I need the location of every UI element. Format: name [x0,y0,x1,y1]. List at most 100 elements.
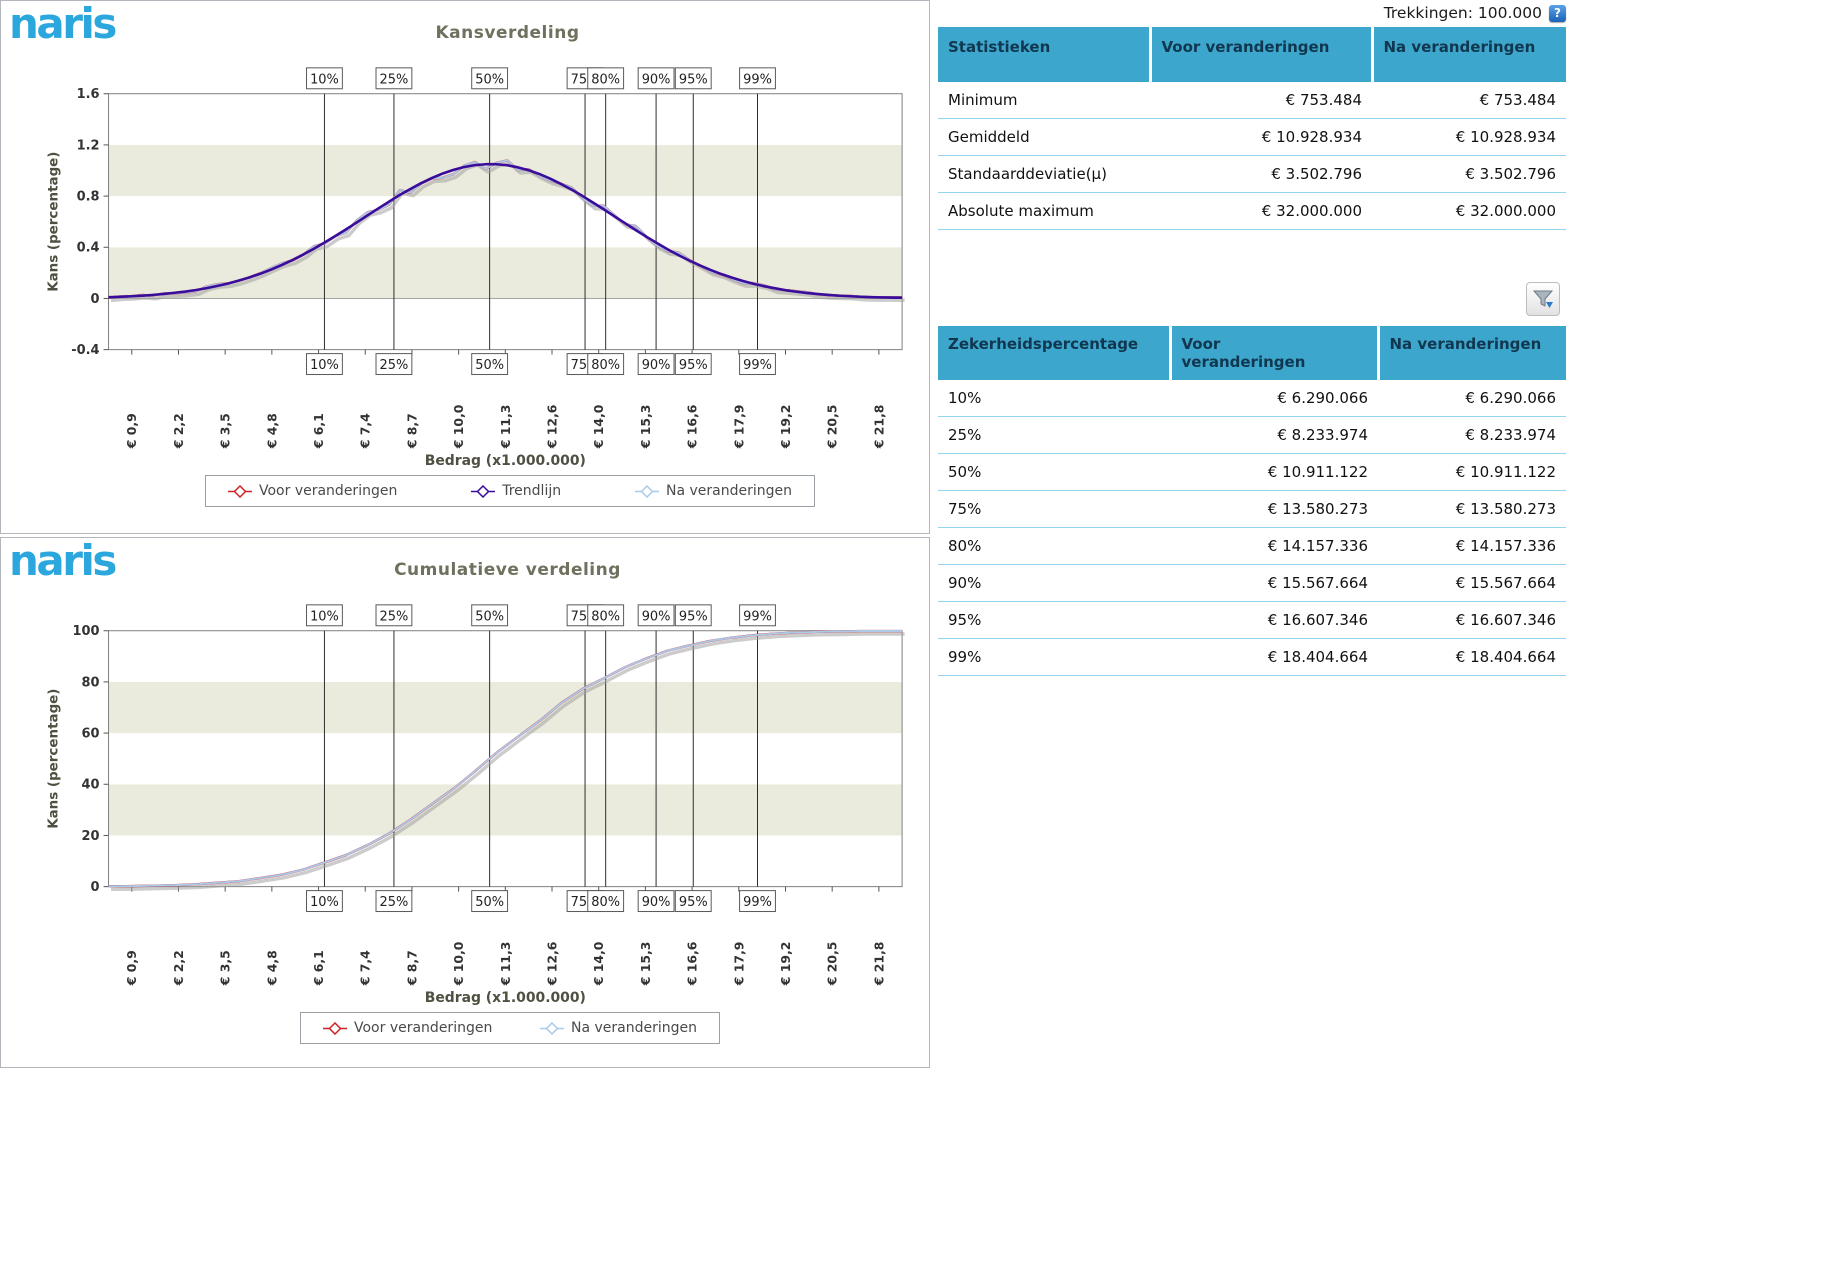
svg-text:€ 4,8: € 4,8 [264,950,279,986]
cell-label: Standaarddeviatie(µ) [938,155,1150,193]
svg-text:€ 20,5: € 20,5 [825,942,840,987]
filter-funnel-icon [1532,290,1554,308]
cell-na: € 16.607.346 [1378,601,1566,639]
svg-text:€ 3,5: € 3,5 [218,950,233,986]
svg-text:€ 6,1: € 6,1 [311,413,326,449]
svg-text:€ 10,0: € 10,0 [451,941,466,986]
svg-text:95%: 95% [679,609,708,624]
cell-na: € 6.290.066 [1378,380,1566,417]
svg-text:€ 12,6: € 12,6 [544,405,559,450]
legend-label: Voor veranderingen [259,483,398,499]
svg-text:90%: 90% [642,72,671,87]
column-header-na-veranderingen: Na veranderingen [1372,27,1566,82]
column-header-na-veranderingen: Na veranderingen [1378,326,1566,380]
svg-text:1.6: 1.6 [77,87,100,102]
kansverdeling-chart: -0.4 0 0.4 0.8 1.2 1.6 € 0,9 € 2,2 € 3,5 € 4,8 € 6… [47,67,905,469]
svg-text:99%: 99% [743,358,772,373]
y-axis-labels: -0.4 0 0.4 0.8 1.2 1.6 [71,87,109,358]
help-icon[interactable]: ? [1549,4,1566,22]
cell-na: € 14.157.336 [1378,527,1566,565]
table-header-row: Statistieken Voor veranderingen Na veran… [938,27,1566,82]
cell-label: 25% [938,416,1170,454]
naris-logo: naris [9,0,117,48]
certainty-percentage-table: Zekerheidspercentage Voor veranderingen … [938,326,1566,676]
series-trendlijn [108,162,903,299]
table-row: 90% € 15.567.664 € 15.567.664 [938,564,1566,602]
cell-label: Minimum [938,82,1150,119]
column-header-voor-veranderingen: Voor veranderingen [1170,326,1380,380]
svg-text:€ 20,5: € 20,5 [825,405,840,450]
table-row: 25% € 8.233.974 € 8.233.974 [938,416,1566,454]
tables-column: Trekkingen: 100.000 ? Statistieken Voor … [934,0,1847,1261]
svg-text:100: 100 [73,624,100,639]
svg-text:90%: 90% [642,895,671,910]
diamond-marker-icon [323,1021,347,1035]
svg-text:80%: 80% [591,72,620,87]
svg-text:90%: 90% [642,358,671,373]
svg-text:€ 4,8: € 4,8 [264,413,279,449]
cell-voor: € 3.502.796 [1150,155,1372,193]
diamond-marker-icon [540,1021,564,1035]
svg-text:€ 7,4: € 7,4 [358,413,373,449]
svg-text:10%: 10% [310,895,339,910]
table-row: 50% € 10.911.122 € 10.911.122 [938,453,1566,491]
cumulatieve-verdeling-chart: 0 20 40 60 80 100 € 0,9 € 2,2 € 3,5 € 4,8 € 6,1 € 7… [47,604,905,1006]
cell-voor: € 18.404.664 [1170,638,1378,676]
svg-text:€ 15,3: € 15,3 [638,942,653,987]
legend-item-trendlijn: Trendlijn [471,483,561,499]
svg-text:99%: 99% [743,72,772,87]
series-na-veranderingen [108,630,903,888]
svg-text:90%: 90% [642,609,671,624]
svg-text:10%: 10% [310,609,339,624]
diamond-marker-icon [471,484,496,498]
cell-voor: € 8.233.974 [1170,416,1378,454]
y-axis-labels: 0 20 40 60 80 100 [73,624,109,895]
chart-legend: Voor veranderingen Trendlijn Na verander… [205,475,815,507]
column-header-statistieken: Statistieken [938,27,1152,82]
svg-text:€ 11,3: € 11,3 [498,942,513,987]
svg-text:50%: 50% [475,358,504,373]
x-axis-title: Bedrag (x1.000.000) [425,990,586,1006]
cell-na: € 15.567.664 [1378,564,1566,602]
svg-text:60: 60 [82,727,100,742]
legend-label: Voor veranderingen [354,1020,493,1036]
table-row: 99% € 18.404.664 € 18.404.664 [938,638,1566,676]
column-header-zekerheidspercentage: Zekerheidspercentage [938,326,1172,380]
legend-item-na-veranderingen: Na veranderingen [540,1020,697,1036]
cell-na: € 10.911.122 [1378,453,1566,491]
cell-voor: € 14.157.336 [1170,527,1378,565]
table-row: 10% € 6.290.066 € 6.290.066 [938,380,1566,417]
svg-text:-0.4: -0.4 [71,343,99,358]
legend-label: Na veranderingen [571,1020,697,1036]
filter-button[interactable] [1526,282,1560,316]
svg-text:€ 16,6: € 16,6 [685,405,700,450]
svg-text:80%: 80% [591,895,620,910]
legend-label: Na veranderingen [666,483,792,499]
chart-title: Kansverdeling [435,23,580,43]
y-axis-title: Kans (percentage) [47,689,62,829]
svg-text:0.8: 0.8 [77,190,100,205]
cell-label: 80% [938,527,1170,565]
cell-voor: € 15.567.664 [1170,564,1378,602]
svg-text:10%: 10% [310,72,339,87]
cell-na: € 13.580.273 [1378,490,1566,528]
legend-item-voor-veranderingen: Voor veranderingen [323,1020,492,1036]
svg-text:€ 12,6: € 12,6 [544,942,559,987]
svg-text:€ 19,2: € 19,2 [778,405,793,450]
svg-text:95%: 95% [679,895,708,910]
filter-row [938,282,1566,316]
diamond-marker-icon [228,484,252,498]
table-row: Absolute maximum € 32.000.000 € 32.000.0… [938,192,1566,230]
charts-column: naris Kansverdeling -0.4 0 0.4 0.8 1.2 1.6 € 0… [0,0,930,1068]
svg-text:€ 21,8: € 21,8 [871,405,886,450]
svg-text:€ 8,7: € 8,7 [404,950,419,986]
percentile-lines [323,93,758,350]
cell-voor: € 10.911.122 [1170,453,1378,491]
cell-voor: € 13.580.273 [1170,490,1378,528]
cell-na: € 753.484 [1372,82,1566,119]
svg-text:€ 14,0: € 14,0 [591,941,606,986]
svg-text:€ 11,3: € 11,3 [498,405,513,450]
cell-label: Gemiddeld [938,118,1150,156]
svg-text:80%: 80% [591,609,620,624]
cell-voor: € 16.607.346 [1170,601,1378,639]
